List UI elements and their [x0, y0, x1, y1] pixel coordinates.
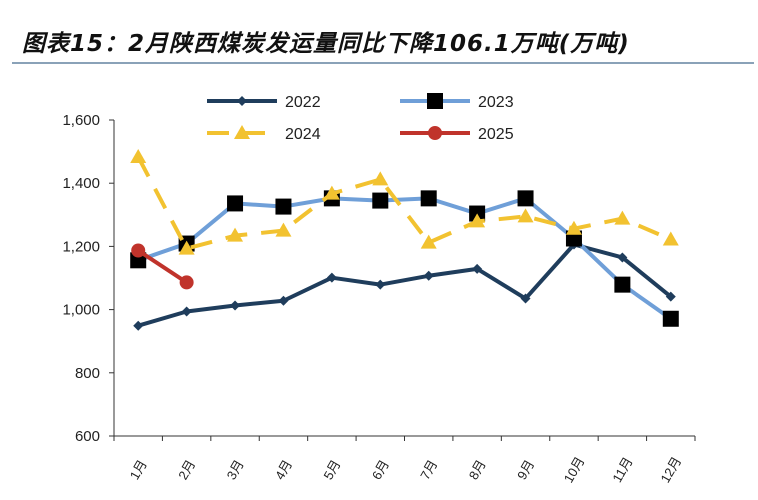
data-point-2025	[179, 275, 194, 290]
x-tick-label: 2月	[175, 457, 198, 482]
data-point-2022	[230, 300, 241, 311]
data-point-2024	[517, 208, 534, 223]
data-point-2022	[665, 291, 676, 302]
data-point-2024	[178, 240, 195, 255]
data-point-2022	[375, 279, 386, 290]
data-point-2023	[517, 190, 534, 207]
x-tick-label: 1月	[127, 457, 150, 482]
y-tick-label: 800	[75, 365, 100, 382]
y-tick-label: 1,200	[62, 238, 100, 255]
title-divider	[12, 62, 754, 64]
data-point-2024	[323, 185, 340, 200]
data-point-2023	[662, 310, 679, 327]
data-point-2024	[565, 220, 582, 235]
data-point-2023	[227, 195, 244, 212]
y-tick-label: 1,000	[62, 302, 100, 319]
legend-marker-2022	[237, 96, 247, 106]
data-point-2023	[372, 192, 389, 209]
x-tick-label: 5月	[320, 457, 343, 482]
data-point-2024	[614, 210, 631, 225]
series-line-2024	[136, 156, 672, 251]
series-line-2025	[137, 248, 188, 285]
chart-title: 图表15：2月陕西煤炭发运量同比下降106.1万吨(万吨)	[22, 31, 630, 57]
data-point-2022	[181, 306, 192, 317]
x-tick-label: 10月	[561, 454, 588, 485]
series-line-2023	[137, 196, 672, 321]
y-tick-label: 1,400	[62, 175, 100, 192]
legend-label: 2022	[285, 94, 321, 111]
legend-label: 2023	[478, 94, 514, 111]
data-point-2023	[420, 190, 437, 207]
data-point-2024	[227, 227, 244, 242]
data-point-2024	[372, 171, 389, 186]
data-point-2022	[133, 320, 144, 331]
data-point-2024	[469, 213, 486, 228]
data-point-2024	[420, 234, 437, 249]
data-point-2022	[520, 293, 531, 304]
data-point-2022	[326, 272, 337, 283]
x-tick-label: 11月	[609, 455, 635, 485]
data-point-2023	[130, 252, 147, 269]
data-point-2025	[131, 243, 146, 258]
x-tick-label: 12月	[658, 454, 685, 485]
data-point-2022	[617, 252, 628, 263]
x-tick-label: 4月	[272, 457, 295, 482]
data-point-2023	[275, 198, 292, 215]
x-tick-label: 8月	[466, 457, 489, 482]
x-tick-label: 6月	[369, 457, 392, 482]
data-point-2022	[423, 270, 434, 281]
data-point-2022	[472, 263, 483, 274]
x-tick-label: 9月	[514, 457, 537, 482]
legend-marker-2024	[234, 125, 250, 139]
legend-marker-2025	[428, 126, 442, 140]
legend-marker-2023	[427, 93, 443, 109]
data-point-2024	[662, 231, 679, 246]
data-point-2023	[614, 276, 631, 293]
data-point-2022	[278, 295, 289, 306]
x-tick-label: 3月	[224, 457, 247, 482]
y-tick-label: 600	[75, 428, 100, 445]
x-tick-label: 7月	[417, 457, 440, 482]
legend-label: 2024	[285, 126, 321, 143]
data-point-2024	[130, 148, 147, 163]
y-tick-label: 1,600	[62, 112, 100, 129]
data-point-2024	[275, 222, 292, 237]
legend-label: 2025	[478, 126, 514, 143]
